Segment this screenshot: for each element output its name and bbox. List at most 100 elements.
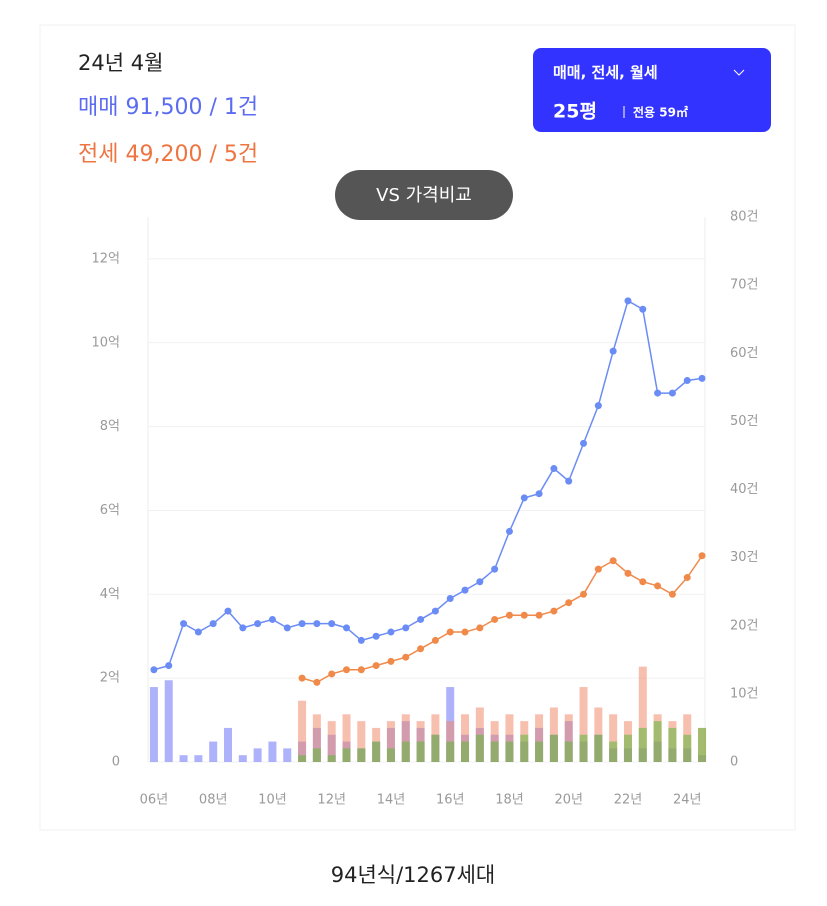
dropdown-icon bbox=[733, 69, 745, 76]
price-point bbox=[224, 607, 232, 615]
volume-bar bbox=[372, 741, 381, 762]
volume-bar bbox=[209, 741, 218, 762]
filter-button[interactable] bbox=[533, 48, 771, 132]
y-tick-label: 0 bbox=[112, 755, 120, 770]
volume-bar bbox=[609, 741, 618, 762]
price-point bbox=[580, 439, 588, 447]
price-point bbox=[594, 402, 602, 410]
compare-button[interactable] bbox=[335, 170, 513, 220]
filter-area[interactable]: 전용 59㎡ bbox=[633, 105, 688, 120]
volume-bar bbox=[579, 687, 588, 762]
price-point bbox=[520, 494, 528, 502]
volume-bar bbox=[431, 734, 440, 762]
volume-bar bbox=[475, 734, 484, 762]
filter-size[interactable]: 25평 bbox=[553, 101, 597, 123]
y2-tick-label: 50건 bbox=[730, 414, 759, 429]
price-point bbox=[357, 636, 365, 644]
volume-bar bbox=[253, 748, 262, 762]
price-point bbox=[446, 628, 454, 636]
price-point bbox=[520, 611, 528, 619]
x-tick-label: 14년 bbox=[377, 793, 406, 808]
price-point bbox=[283, 624, 291, 632]
price-point bbox=[180, 620, 188, 628]
price-point bbox=[491, 565, 499, 573]
price-point bbox=[565, 477, 573, 485]
price-point bbox=[209, 620, 217, 628]
price-point bbox=[476, 578, 484, 586]
price-point bbox=[476, 624, 484, 632]
x-tick-label: 20년 bbox=[554, 793, 583, 808]
y2-tick-label: 40건 bbox=[730, 482, 759, 497]
x-tick-label: 16년 bbox=[436, 793, 465, 808]
volume-bar bbox=[698, 727, 707, 762]
volume-bar bbox=[609, 714, 618, 762]
volume-bar bbox=[298, 755, 307, 762]
price-point bbox=[268, 615, 276, 623]
price-point bbox=[580, 590, 588, 598]
volume-bar bbox=[401, 714, 410, 762]
volume-bar bbox=[668, 727, 677, 762]
price-point bbox=[550, 607, 558, 615]
y-tick-label: 10억 bbox=[91, 335, 120, 350]
price-point bbox=[461, 586, 469, 594]
x-tick-label: 12년 bbox=[317, 793, 346, 808]
price-point bbox=[505, 611, 513, 619]
price-point bbox=[683, 377, 691, 384]
price-point bbox=[372, 662, 380, 670]
price-point bbox=[150, 666, 158, 674]
volume-bar bbox=[194, 755, 203, 762]
price-point bbox=[609, 347, 617, 355]
price-point bbox=[535, 490, 543, 498]
footer: 94년식/1267세대 bbox=[331, 863, 496, 887]
price-point bbox=[402, 624, 410, 632]
volume-bar bbox=[461, 714, 470, 762]
volume-bar bbox=[594, 734, 603, 762]
x-tick-label: 24년 bbox=[673, 793, 702, 808]
price-point bbox=[387, 657, 395, 665]
volume-bar bbox=[638, 666, 647, 762]
price-point bbox=[328, 620, 336, 628]
y2-tick-label: 10건 bbox=[730, 686, 759, 701]
price-point bbox=[313, 678, 321, 686]
volume-bar bbox=[223, 727, 232, 762]
volume-bar bbox=[579, 734, 588, 762]
price-point bbox=[417, 645, 425, 653]
price-point bbox=[298, 620, 306, 628]
price-point bbox=[654, 582, 662, 590]
compare-label[interactable]: VS 가격비교 bbox=[376, 185, 472, 206]
price-point bbox=[639, 578, 647, 586]
volume-bar bbox=[312, 714, 321, 762]
y-tick-label: 8억 bbox=[100, 419, 120, 434]
filter-types[interactable]: 매매, 전세, 월세 bbox=[553, 64, 658, 82]
volume-bar bbox=[535, 741, 544, 762]
y2-tick-label: 70건 bbox=[730, 278, 759, 293]
price-point bbox=[461, 628, 469, 636]
y-tick-label: 12억 bbox=[91, 251, 120, 266]
volume-bar bbox=[683, 734, 692, 762]
volume-bar bbox=[490, 741, 499, 762]
volume-bar bbox=[283, 748, 292, 762]
y2-tick-label: 0 bbox=[730, 755, 738, 770]
price-point bbox=[372, 632, 380, 640]
price-point bbox=[165, 662, 173, 670]
price-point bbox=[668, 389, 676, 397]
volume-bar bbox=[535, 714, 544, 762]
volume-bar bbox=[298, 700, 307, 762]
price-point bbox=[194, 628, 202, 636]
volume-bar bbox=[564, 741, 573, 762]
price-point bbox=[431, 607, 439, 615]
sale-summary: 매매 91,500 / 1건 bbox=[78, 95, 258, 120]
price-point bbox=[343, 624, 351, 632]
price-point bbox=[698, 552, 706, 560]
volume-bar bbox=[416, 741, 425, 762]
price-point bbox=[668, 590, 676, 598]
volume-bar bbox=[564, 714, 573, 762]
x-tick-label: 22년 bbox=[614, 793, 643, 808]
price-point bbox=[624, 569, 632, 577]
period: 24년 4월 bbox=[78, 51, 163, 75]
price-point bbox=[535, 611, 543, 619]
price-point bbox=[698, 374, 706, 382]
volume-bar bbox=[238, 755, 247, 762]
volume-bar bbox=[342, 714, 351, 762]
